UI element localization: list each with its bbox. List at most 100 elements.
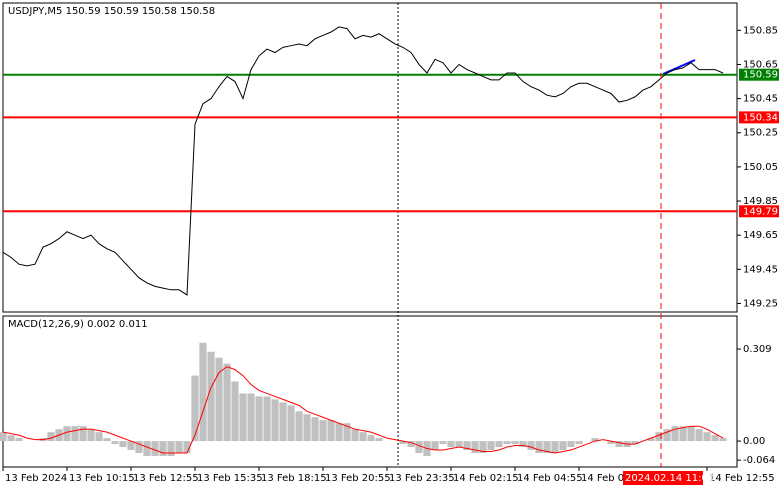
y-tick-label: 150.25 bbox=[743, 128, 778, 139]
x-tick-label: 13 Feb 12:55 bbox=[133, 473, 199, 484]
y-tick-label: 0.00 bbox=[743, 436, 765, 447]
macd-bar bbox=[95, 432, 103, 442]
x-tick-label: 14 Feb 04:55 bbox=[517, 473, 583, 484]
macd-bar bbox=[223, 363, 231, 442]
macd-bar bbox=[15, 438, 23, 442]
macd-bar bbox=[87, 429, 95, 442]
macd-bar bbox=[111, 441, 119, 445]
macd-bar bbox=[263, 396, 271, 442]
macd-bar bbox=[559, 441, 567, 451]
price-line bbox=[2, 26, 724, 296]
macd-bar bbox=[471, 441, 479, 454]
macd-bar bbox=[679, 426, 687, 442]
x-tick-label: 14 Feb 07 bbox=[581, 473, 631, 484]
macd-bar bbox=[655, 432, 663, 442]
price-level-label: 150.34 bbox=[743, 112, 778, 123]
macd-bar bbox=[215, 357, 223, 442]
y-tick-label: 149.45 bbox=[743, 264, 778, 275]
macd-bar bbox=[359, 432, 367, 442]
macd-bar bbox=[343, 423, 351, 442]
price-level-label: 150.59 bbox=[743, 70, 778, 81]
price-panel bbox=[2, 2, 738, 313]
macd-bar bbox=[119, 441, 127, 448]
x-tick-label: 14 Feb 02:15 bbox=[453, 473, 519, 484]
macd-bar bbox=[143, 441, 151, 456]
y-tick-label: 150.65 bbox=[743, 59, 778, 70]
macd-bar bbox=[231, 381, 239, 442]
y-tick-label: 149.25 bbox=[743, 298, 778, 309]
x-tick-label: 13 Feb 20:55 bbox=[325, 473, 391, 484]
macd-bar bbox=[151, 441, 159, 456]
macd-bar bbox=[607, 441, 615, 445]
y-tick-label: 150.45 bbox=[743, 94, 778, 105]
macd-bar bbox=[431, 441, 439, 451]
cursor-label: 2024.02.14 11:00 bbox=[625, 473, 714, 484]
macd-bar bbox=[103, 438, 111, 442]
price-level-label: 149.79 bbox=[743, 206, 778, 217]
macd-bar bbox=[335, 423, 343, 442]
macd-bar bbox=[367, 435, 375, 442]
x-tick-label: 13 Feb 23:35 bbox=[389, 473, 455, 484]
chart-title: USDJPY,M5 150.59 150.59 150.58 150.58 bbox=[8, 6, 215, 17]
macd-bar bbox=[535, 441, 543, 454]
macd-bar bbox=[47, 432, 55, 442]
macd-bar bbox=[719, 438, 727, 442]
macd-bar bbox=[0, 432, 7, 442]
macd-bar bbox=[199, 342, 207, 442]
y-tick-label: 0.309 bbox=[743, 344, 772, 355]
macd-bar bbox=[175, 441, 183, 454]
macd-bar bbox=[671, 426, 679, 442]
y-tick-label: 149.65 bbox=[743, 230, 778, 241]
macd-bar bbox=[415, 441, 423, 454]
macd-bar bbox=[255, 396, 263, 442]
y-tick-label: 150.05 bbox=[743, 162, 778, 173]
macd-bar bbox=[495, 441, 503, 448]
macd-bar bbox=[527, 441, 535, 451]
macd-bar bbox=[543, 441, 551, 454]
cursor-tag bbox=[623, 471, 703, 485]
y-tick-label: 149.85 bbox=[743, 196, 778, 207]
macd-bar bbox=[567, 441, 575, 448]
price-level-tag bbox=[739, 68, 779, 81]
macd-bar bbox=[351, 429, 359, 442]
macd-bar bbox=[711, 435, 719, 442]
y-tick-label: 150.85 bbox=[743, 25, 778, 36]
price-level-tag bbox=[739, 205, 779, 218]
macd-bar bbox=[239, 393, 247, 442]
macd-bar bbox=[511, 441, 519, 445]
macd-bar bbox=[399, 441, 407, 445]
macd-bar bbox=[287, 405, 295, 442]
macd-bar bbox=[327, 420, 335, 442]
macd-bar bbox=[303, 414, 311, 442]
macd-bar bbox=[159, 441, 167, 456]
macd-bar bbox=[687, 426, 695, 442]
macd-bar bbox=[455, 441, 463, 448]
macd-bar bbox=[71, 426, 79, 442]
macd-bar bbox=[167, 441, 175, 456]
x-tick-label: 13 Feb 18:15 bbox=[261, 473, 327, 484]
macd-bar bbox=[7, 435, 15, 442]
macd-bar bbox=[519, 441, 527, 448]
macd-bar bbox=[463, 441, 471, 451]
macd-bar bbox=[375, 438, 383, 442]
macd-bar bbox=[503, 441, 511, 445]
macd-bar bbox=[407, 441, 415, 448]
macd-bar bbox=[487, 441, 495, 451]
macd-bar bbox=[127, 441, 135, 451]
macd-bar bbox=[63, 426, 71, 442]
x-tick-label: 13 Feb 10:15 bbox=[69, 473, 135, 484]
trend-line bbox=[662, 59, 696, 75]
macd-bar bbox=[631, 441, 639, 445]
macd-bar bbox=[439, 441, 447, 445]
macd-bar bbox=[295, 411, 303, 442]
macd-bar bbox=[447, 441, 455, 448]
x-tick-label: 14 Feb 12:55 bbox=[709, 473, 775, 484]
macd-bar bbox=[591, 438, 599, 442]
macd-bar bbox=[663, 429, 671, 442]
macd-bar bbox=[695, 429, 703, 442]
macd-bar bbox=[479, 441, 487, 454]
macd-panel bbox=[2, 315, 738, 468]
macd-bar bbox=[79, 426, 87, 442]
